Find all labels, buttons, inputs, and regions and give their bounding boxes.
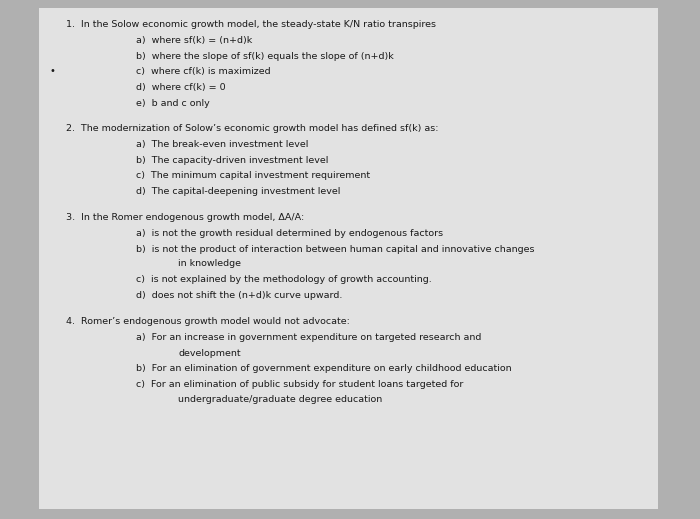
Text: c)  The minimum capital investment requirement: c) The minimum capital investment requir… [136,171,370,180]
Text: b)  is not the product of interaction between human capital and innovative chang: b) is not the product of interaction bet… [136,245,535,254]
Text: 1.  In the Solow economic growth model, the steady-state K/N ratio transpires: 1. In the Solow economic growth model, t… [66,20,437,29]
FancyBboxPatch shape [38,8,658,509]
Text: undergraduate/graduate degree education: undergraduate/graduate degree education [178,395,383,404]
Text: a)  where sf(k) = (n+d)k: a) where sf(k) = (n+d)k [136,36,253,45]
Text: c)  For an elimination of public subsidy for student loans targeted for: c) For an elimination of public subsidy … [136,380,464,389]
Text: d)  where cf(k) = 0: d) where cf(k) = 0 [136,83,226,92]
Text: 3.  In the Romer endogenous growth model, ΔA/A:: 3. In the Romer endogenous growth model,… [66,213,304,222]
Text: d)  does not shift the (n+d)k curve upward.: d) does not shift the (n+d)k curve upwar… [136,291,343,299]
Text: 2.  The modernization of Solow’s economic growth model has defined sf(k) as:: 2. The modernization of Solow’s economic… [66,124,439,132]
Text: b)  The capacity-driven investment level: b) The capacity-driven investment level [136,156,329,165]
Text: d)  The capital-deepening investment level: d) The capital-deepening investment leve… [136,187,341,196]
Text: b)  where the slope of sf(k) equals the slope of (n+d)k: b) where the slope of sf(k) equals the s… [136,52,394,61]
Text: b)  For an elimination of government expenditure on early childhood education: b) For an elimination of government expe… [136,364,512,373]
Text: development: development [178,349,241,358]
Text: c)  where cf(k) is maximized: c) where cf(k) is maximized [136,67,271,76]
Text: in knowledge: in knowledge [178,260,241,268]
Text: a)  is not the growth residual determined by endogenous factors: a) is not the growth residual determined… [136,229,444,238]
Text: 4.  Romer’s endogenous growth model would not advocate:: 4. Romer’s endogenous growth model would… [66,317,351,325]
Text: a)  For an increase in government expenditure on targeted research and: a) For an increase in government expendi… [136,333,482,342]
Text: •: • [49,66,55,76]
Text: c)  is not explained by the methodology of growth accounting.: c) is not explained by the methodology o… [136,275,433,284]
Text: e)  b and c only: e) b and c only [136,99,210,107]
Text: a)  The break-even investment level: a) The break-even investment level [136,140,309,149]
